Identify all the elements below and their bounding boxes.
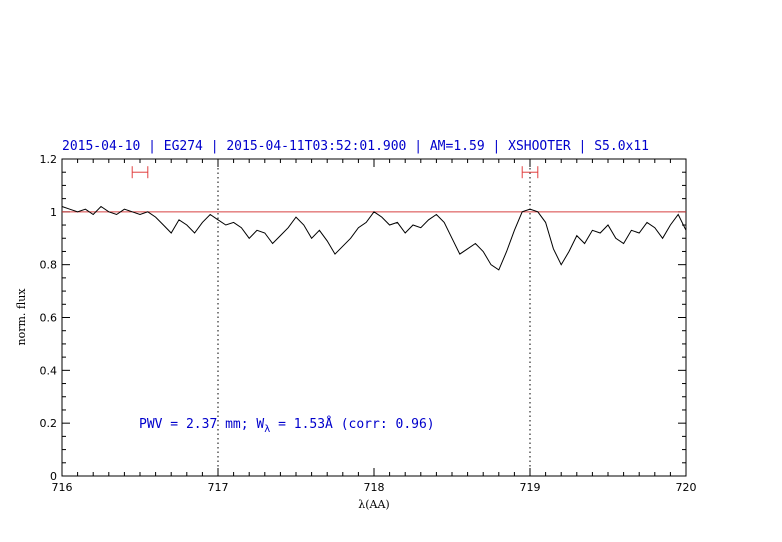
pwv-annotation-rest: = 1.53Å (corr: 0.96)	[270, 416, 434, 432]
vertical-marker-layer	[217, 159, 531, 476]
chart-title: 2015-04-10 | EG274 | 2015-04-11T03:52:01…	[62, 139, 649, 154]
x-axis-label: λ(AA)	[358, 498, 389, 511]
pwv-annotation-main: PWV = 2.37 mm; W	[139, 417, 264, 432]
pwv-annotation-subscript: λ	[264, 424, 270, 435]
y-tick-label: 0.8	[40, 259, 58, 272]
y-tick-label: 0	[50, 470, 57, 483]
x-tick-label: 719	[520, 481, 541, 494]
x-tick-labels: 716 717 718 719 720	[52, 481, 697, 494]
y-tick-label: 0.4	[40, 364, 58, 377]
y-tick-label: 0.6	[40, 312, 58, 325]
y-tick-label: 0.2	[40, 417, 58, 430]
y-axis-label: norm. flux	[15, 288, 28, 346]
continuum-interval-layer	[131, 166, 539, 179]
x-tick-label: 716	[52, 481, 73, 494]
y-tick-label: 1	[50, 206, 57, 219]
x-tick-label: 718	[364, 481, 385, 494]
y-tick-labels: 0 0.2 0.4 0.6 0.8 1 1.2	[40, 153, 58, 483]
pwv-annotation: PWV = 2.37 mm; Wλ = 1.53Å (corr: 0.96)	[139, 416, 435, 435]
flux-series-line	[61, 205, 687, 271]
series-layer	[61, 205, 687, 271]
x-tick-label: 717	[208, 481, 229, 494]
axis-ticks	[61, 158, 687, 477]
x-tick-label: 720	[676, 481, 697, 494]
y-tick-label: 1.2	[40, 153, 58, 166]
